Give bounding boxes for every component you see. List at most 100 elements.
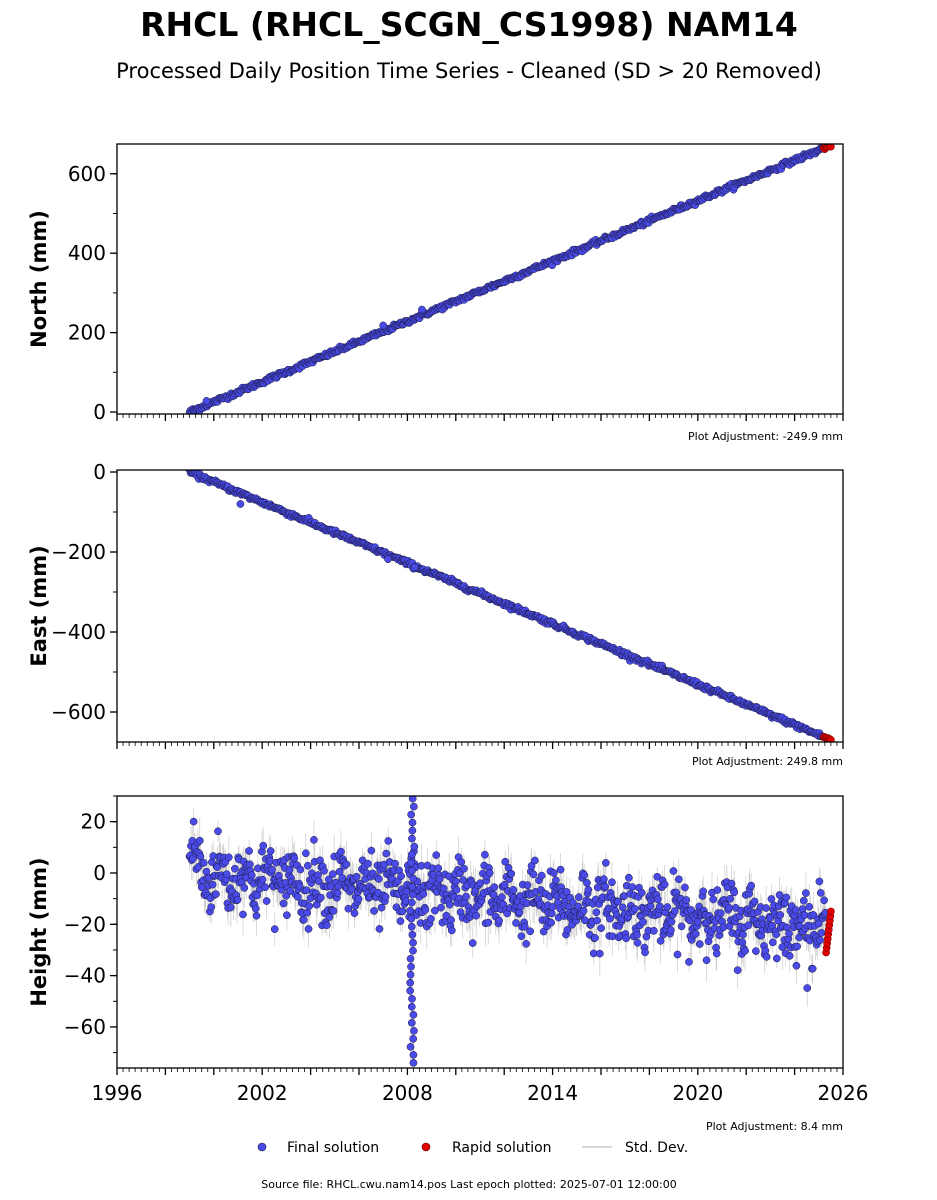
final-point <box>725 903 733 912</box>
final-point <box>406 906 415 915</box>
final-point <box>624 873 633 882</box>
final-point <box>222 870 231 879</box>
x-ticks: 1996 2002 2008 2014 2020 2026 <box>92 1068 869 1105</box>
final-point <box>547 918 555 927</box>
x-tick-label: 1996 <box>92 1081 143 1105</box>
final-point <box>584 885 593 894</box>
final-point <box>259 841 268 850</box>
y-tick-label: −20 <box>64 912 106 936</box>
final-point <box>814 919 823 928</box>
x-tick-label: 2026 <box>818 1081 869 1105</box>
final-point <box>195 836 204 845</box>
final-point <box>752 947 760 955</box>
final-point <box>337 847 345 856</box>
final-point <box>407 898 416 907</box>
final-point <box>304 925 313 933</box>
final-point <box>270 925 279 934</box>
final-point <box>562 888 571 896</box>
final-point <box>350 909 359 918</box>
y-tick-label: 0 <box>93 861 106 885</box>
y-tick-label: −40 <box>64 964 106 988</box>
final-point <box>631 904 639 913</box>
final-point <box>266 847 275 855</box>
final-point <box>712 949 721 958</box>
final-point <box>445 900 454 909</box>
final-point <box>653 872 662 881</box>
y-tick-label: 0 <box>93 460 106 484</box>
plot-area <box>185 470 835 742</box>
final-point <box>606 914 614 923</box>
y-tick-label: −200 <box>51 540 106 564</box>
final-point <box>285 865 294 874</box>
legend-std-label: Std. Dev. <box>625 1140 688 1156</box>
final-point <box>236 500 245 508</box>
final-point <box>396 917 405 925</box>
y-ticks: 0 −200 −400 −600 <box>51 460 117 724</box>
final-point <box>549 869 558 877</box>
final-point <box>809 911 818 919</box>
final-point <box>802 889 810 897</box>
final-point <box>352 872 361 881</box>
final-point <box>702 956 711 965</box>
final-point <box>316 893 325 902</box>
final-point <box>677 922 686 931</box>
final-point <box>407 850 416 859</box>
final-point <box>682 896 691 904</box>
final-point <box>579 906 588 915</box>
final-point <box>716 909 725 918</box>
final-point <box>548 903 557 911</box>
final-point <box>669 867 678 875</box>
final-point <box>384 555 392 564</box>
final-point <box>375 925 384 933</box>
final-point <box>803 984 812 992</box>
final-point <box>727 879 736 888</box>
final-point <box>484 918 493 927</box>
final-solution-points <box>185 144 827 414</box>
y-ticks: 0 200 400 600 <box>68 162 117 424</box>
final-point <box>382 849 391 858</box>
rapid-point <box>827 144 835 151</box>
final-point <box>303 908 312 917</box>
y-tick-label: 600 <box>68 162 106 186</box>
final-point <box>452 885 461 894</box>
y-tick-label: −600 <box>51 700 106 724</box>
final-point <box>384 837 393 845</box>
final-point <box>410 1026 418 1035</box>
final-point <box>421 906 430 914</box>
y-axis-label: East (mm) <box>27 545 51 666</box>
final-point <box>406 954 415 963</box>
final-point <box>407 962 415 971</box>
final-point <box>681 883 689 892</box>
final-point <box>805 902 814 911</box>
final-point <box>407 914 416 923</box>
final-point <box>189 817 198 826</box>
final-point <box>342 860 351 869</box>
final-solution-points <box>185 796 830 1067</box>
final-point <box>377 903 386 912</box>
plot-area <box>185 144 835 414</box>
final-point <box>212 890 220 898</box>
final-point <box>338 874 347 882</box>
final-point <box>233 895 242 904</box>
final-point <box>408 834 416 843</box>
final-point <box>329 907 338 915</box>
x-ticks <box>116 414 844 421</box>
final-point <box>314 877 323 886</box>
final-point <box>418 305 426 314</box>
final-point <box>406 1042 415 1051</box>
final-point <box>666 926 675 934</box>
final-point <box>768 938 777 947</box>
north-panel: North (mm) 0 200 400 600 <box>27 143 844 424</box>
final-point <box>329 870 337 878</box>
final-point <box>310 836 318 844</box>
final-point <box>660 880 669 889</box>
final-point <box>529 870 538 879</box>
final-point <box>231 864 239 873</box>
final-point <box>489 891 498 899</box>
legend-rapid-marker <box>421 1142 431 1152</box>
legend: Final solution Rapid solution Std. Dev. <box>257 1140 688 1156</box>
final-point <box>439 884 448 893</box>
final-point <box>409 1010 418 1019</box>
final-point <box>709 895 718 904</box>
final-point <box>305 902 314 910</box>
